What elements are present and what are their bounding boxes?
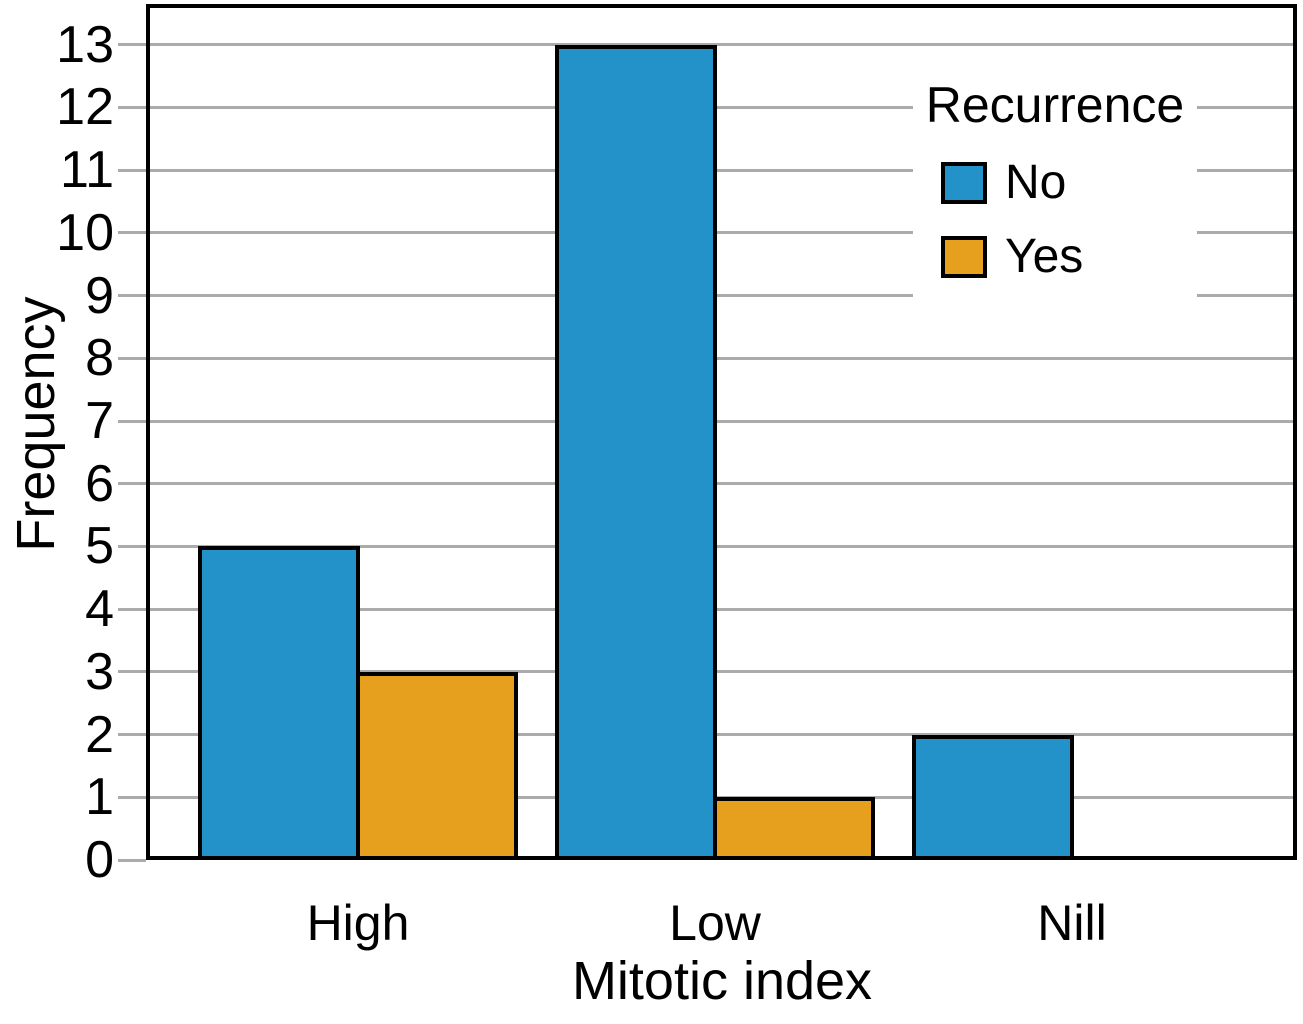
plot-area: Recurrence No Yes: [146, 4, 1297, 860]
bar-yes-high: [356, 671, 518, 860]
y-tick-label-0: 0: [85, 831, 114, 889]
y-tick-label-1: 1: [85, 768, 114, 827]
bar-yes-low: [713, 797, 875, 860]
y-tick-1: [118, 795, 146, 799]
gridline-y-13: [146, 43, 1297, 47]
legend-title: Recurrence: [925, 77, 1185, 133]
y-tick-10: [118, 231, 146, 235]
y-tick-label-10: 10: [56, 203, 114, 262]
gridline-y-10: [146, 231, 1297, 235]
bar-no-high: [198, 546, 360, 860]
y-tick-12: [118, 105, 146, 109]
y-tick-label-12: 12: [56, 78, 114, 137]
gridline-y-9: [146, 294, 1297, 298]
y-tick-label-9: 9: [85, 266, 114, 325]
y-tick-6: [118, 482, 146, 486]
y-tick-11: [118, 168, 146, 172]
x-category-label-nill: Nill: [1037, 895, 1107, 951]
gridline-y-3: [146, 670, 1297, 674]
y-tick-label-7: 7: [85, 392, 114, 451]
y-tick-4: [118, 607, 146, 611]
y-tick-2: [118, 733, 146, 737]
gridline-y-4: [146, 607, 1297, 611]
y-tick-label-11: 11: [60, 141, 114, 200]
y-tick-0: [118, 858, 146, 862]
y-tick-9: [118, 294, 146, 298]
y-tick-label-4: 4: [85, 580, 114, 639]
x-axis-title: Mitotic index: [571, 951, 873, 1011]
y-tick-label-6: 6: [85, 454, 114, 513]
gridline-y-8: [146, 356, 1297, 360]
y-tick-5: [118, 544, 146, 548]
x-category-label-low: Low: [669, 895, 761, 951]
legend-swatch-no: [941, 162, 987, 204]
y-tick-label-5: 5: [85, 517, 114, 576]
bar-no-low: [555, 44, 717, 860]
gridline-y-6: [146, 482, 1297, 486]
y-tick-label-13: 13: [56, 15, 114, 74]
y-tick-label-3: 3: [85, 642, 114, 701]
gridline-y-5: [146, 544, 1297, 548]
legend-item-label-yes: Yes: [1005, 230, 1084, 283]
gridline-y-11: [146, 168, 1297, 172]
bar-no-nill: [912, 734, 1074, 860]
legend: Recurrence No Yes: [913, 64, 1197, 310]
y-tick-13: [118, 43, 146, 47]
y-tick-label-8: 8: [85, 329, 114, 388]
legend-item-yes: Yes: [941, 230, 1084, 283]
gridline-y-7: [146, 419, 1297, 423]
y-tick-label-2: 2: [85, 705, 114, 764]
gridline-y-12: [146, 105, 1297, 109]
y-tick-7: [118, 419, 146, 423]
y-tick-8: [118, 356, 146, 360]
legend-item-no: No: [941, 156, 1067, 209]
legend-item-label-no: No: [1005, 156, 1067, 209]
y-tick-3: [118, 670, 146, 674]
gridline-y-2: [146, 733, 1297, 737]
x-category-label-high: High: [306, 895, 410, 951]
legend-swatch-yes: [941, 236, 987, 278]
